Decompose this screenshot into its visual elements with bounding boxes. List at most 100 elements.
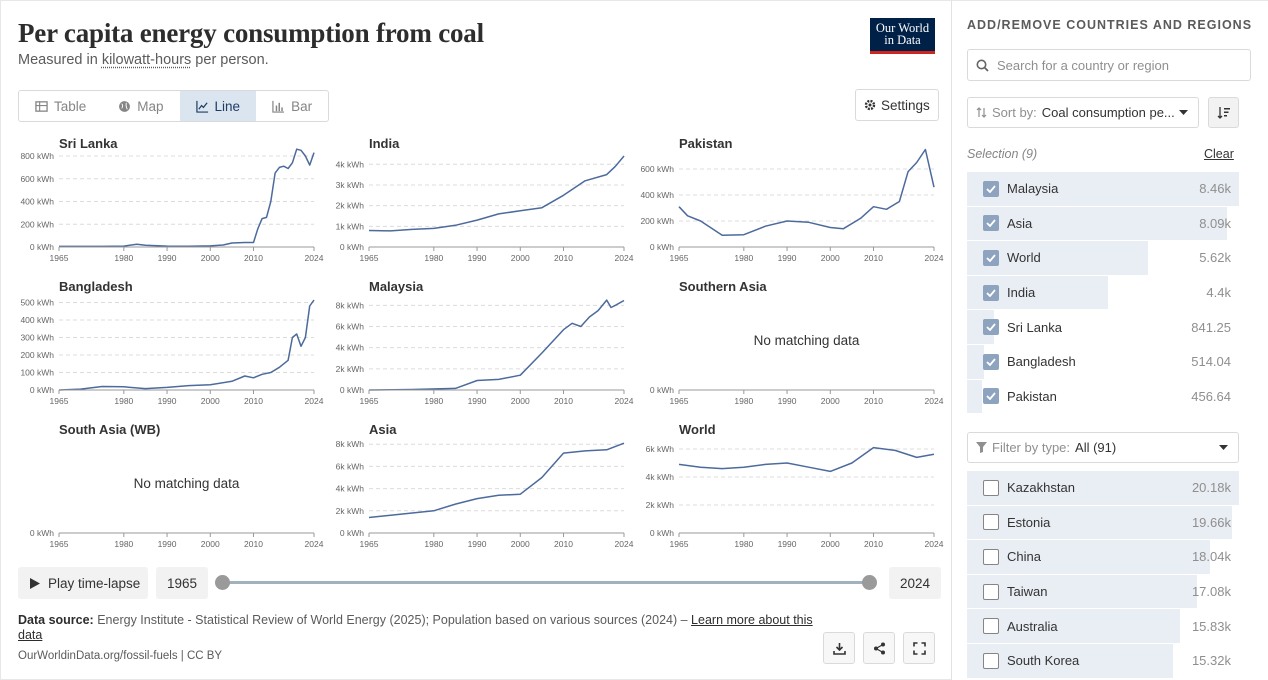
x-tick-label: 2000: [511, 539, 530, 549]
entity-checkbox[interactable]: [983, 319, 999, 336]
unit-link[interactable]: kilowatt-hours: [101, 52, 192, 68]
entity-checkbox[interactable]: [983, 583, 999, 600]
settings-button[interactable]: Settings: [855, 89, 939, 121]
series-line[interactable]: [678, 446, 935, 473]
value-bar: [967, 574, 1198, 609]
tab-table[interactable]: Table: [19, 91, 102, 121]
check-icon: [986, 358, 996, 366]
entity-row[interactable]: Taiwan 17.08k: [967, 574, 1239, 610]
y-tick-label: 200 kWh: [20, 350, 54, 360]
entity-row[interactable]: Estonia 19.66k: [967, 505, 1239, 541]
start-year-handle[interactable]: [215, 575, 230, 590]
play-timelapse-button[interactable]: Play time-lapse: [18, 567, 148, 599]
entity-selector: ADD/REMOVE COUNTRIES AND REGIONS Search …: [951, 0, 1268, 680]
check-icon: [986, 289, 996, 297]
chart-title: Southern Asia: [679, 279, 767, 294]
chart-panel[interactable]: Malaysia 0 kWh 2k kWh 4k kWh 6k kWh 8k kWh 196…: [328, 277, 634, 407]
x-tick-label: 2024: [925, 253, 944, 263]
entity-row[interactable]: Pakistan 456.64: [967, 379, 1239, 415]
sort-order-button[interactable]: [1208, 97, 1239, 128]
footer-url[interactable]: OurWorldinData.org/fossil-fuels | CC BY: [18, 650, 223, 662]
chart-panel[interactable]: Asia 0 kWh 2k kWh 4k kWh 6k kWh 8k kWh 1965 198…: [328, 420, 634, 550]
entity-checkbox[interactable]: [983, 548, 999, 565]
chart-panel[interactable]: South Asia (WB) 0 kWh 1965 1980 1990 2000 2010…: [18, 420, 324, 550]
learn-more-link[interactable]: Learn more about this data: [18, 613, 813, 642]
tab-bar[interactable]: Bar: [256, 91, 328, 121]
value-bar: [967, 540, 1211, 574]
value-bar: [967, 471, 1239, 505]
entity-checkbox[interactable]: [983, 180, 999, 197]
chart-panel[interactable]: India 0 kWh 1k kWh 2k kWh 3k kWh 4k kWh 1965 19…: [328, 134, 634, 264]
entity-row[interactable]: South Korea 15.32k: [967, 643, 1239, 679]
chart-panel[interactable]: World 0 kWh 2k kWh 4k kWh 6k kWh 1965 1980 1990…: [638, 420, 944, 550]
end-year-handle[interactable]: [862, 575, 877, 590]
tab-line[interactable]: Line: [179, 91, 257, 121]
entity-row[interactable]: Sri Lanka 841.25: [967, 310, 1239, 345]
x-tick-label: 2000: [821, 396, 840, 406]
y-tick-label: 0 kWh: [340, 242, 364, 252]
check-icon: [986, 254, 996, 262]
download-button[interactable]: [823, 632, 855, 664]
entity-checkbox[interactable]: [983, 353, 999, 370]
clear-selection-link[interactable]: Clear: [1204, 147, 1234, 161]
entity-name: World: [1007, 250, 1041, 266]
start-year-box[interactable]: 1965: [156, 567, 209, 599]
sort-dropdown[interactable]: Sort by: Coal consumption pe...: [967, 97, 1199, 128]
entity-row[interactable]: Asia 8.09k: [967, 206, 1239, 242]
entity-checkbox[interactable]: [983, 215, 999, 232]
x-tick-label: 2024: [925, 539, 944, 549]
play-icon: [30, 577, 40, 589]
share-button[interactable]: [863, 632, 895, 664]
chart-panel[interactable]: Bangladesh 0 kWh 100 kWh 200 kWh 300 kWh 400 …: [18, 277, 323, 407]
x-tick-label: 2010: [244, 253, 263, 263]
x-tick-label: 1990: [468, 396, 487, 406]
entity-checkbox[interactable]: [983, 618, 999, 635]
entity-checkbox[interactable]: [983, 514, 999, 531]
entity-row[interactable]: Bangladesh 514.04: [967, 344, 1239, 380]
y-tick-label: 0 kWh: [30, 528, 54, 538]
entity-row[interactable]: Kazakhstan 20.18k: [967, 471, 1239, 506]
x-tick-label: 1965: [50, 539, 69, 549]
fullscreen-button[interactable]: [903, 632, 935, 664]
chart-panel[interactable]: Sri Lanka 0 kWh 200 kWh 400 kWh 600 kWh 800 k…: [18, 134, 323, 264]
series-line[interactable]: [368, 442, 625, 519]
y-tick-label: 4k kWh: [646, 472, 675, 482]
type-filter-dropdown[interactable]: Filter by type: All (91): [967, 432, 1239, 463]
tab-map[interactable]: Map: [102, 91, 179, 121]
y-tick-label: 200 kWh: [640, 216, 674, 226]
chart-title: India: [369, 136, 400, 151]
entity-checkbox[interactable]: [983, 284, 999, 301]
entity-checkbox[interactable]: [983, 249, 999, 266]
chart-svg: 0 kWh 200 kWh 400 kWh 600 kWh 1965 1980 1990 20…: [640, 148, 944, 263]
series-line[interactable]: [58, 299, 315, 391]
entity-value: 514.04: [1191, 354, 1231, 370]
entity-checkbox[interactable]: [983, 388, 999, 405]
value-bar: [967, 172, 1239, 206]
y-tick-label: 600 kWh: [20, 174, 54, 184]
entity-row[interactable]: India 4.4k: [967, 275, 1239, 311]
entity-row[interactable]: World 5.62k: [967, 241, 1239, 276]
entity-row[interactable]: Malaysia 8.46k: [967, 172, 1239, 207]
series-line[interactable]: [678, 148, 935, 237]
series-line[interactable]: [368, 155, 625, 232]
y-tick-label: 2k kWh: [336, 364, 365, 374]
chart-panel[interactable]: Southern Asia 0 kWh 1965 1980 1990 2000 2010 20…: [638, 277, 944, 407]
end-year-box[interactable]: 2024: [889, 567, 942, 599]
owid-logo[interactable]: Our World in Data: [870, 18, 935, 54]
chart-title: South Asia (WB): [59, 422, 161, 437]
y-tick-label: 200 kWh: [20, 219, 54, 229]
search-input[interactable]: Search for a country or region: [967, 49, 1251, 81]
timeline-track[interactable]: [222, 581, 869, 584]
entity-row[interactable]: Australia 15.83k: [967, 609, 1239, 644]
chart-panel[interactable]: Pakistan 0 kWh 200 kWh 400 kWh 600 kWh 1965 19…: [638, 134, 944, 264]
entity-value: 5.62k: [1199, 250, 1231, 266]
entity-checkbox[interactable]: [983, 652, 999, 669]
entity-checkbox[interactable]: [983, 479, 999, 496]
x-tick-label: 1965: [670, 539, 689, 549]
entity-row[interactable]: China 18.04k: [967, 540, 1239, 575]
x-tick-label: 1990: [158, 253, 177, 263]
x-tick-label: 1965: [670, 253, 689, 263]
series-line[interactable]: [368, 299, 625, 391]
series-line[interactable]: [59, 148, 315, 248]
